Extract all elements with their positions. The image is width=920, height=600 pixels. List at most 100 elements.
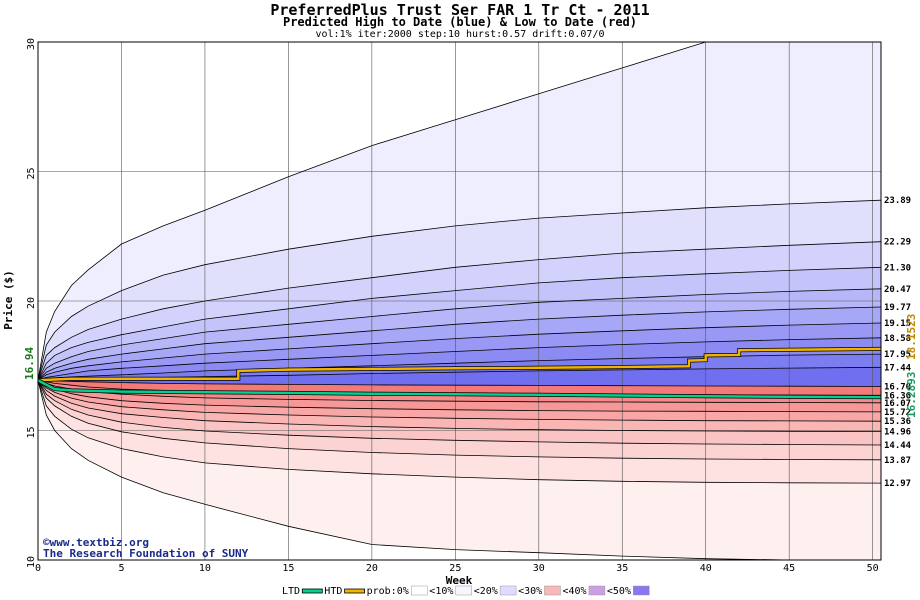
- start-price-label: 16.94: [23, 347, 36, 380]
- band-boundary-line: [37, 380, 881, 561]
- band-boundary-line: [37, 306, 882, 381]
- band-end-label: 17.44: [884, 363, 912, 373]
- legend-color-swatch: [499, 585, 517, 596]
- band-end-label: 15.72: [884, 408, 911, 418]
- x-tick-label: 20: [366, 563, 378, 574]
- x-tick-label: 45: [783, 563, 795, 574]
- high-band-fill: [38, 42, 881, 381]
- band-end-label: 19.77: [884, 303, 911, 313]
- y-axis-label: Price ($): [2, 270, 15, 330]
- band-end-label: 16.70: [884, 382, 911, 392]
- legend-line-swatch: [301, 588, 323, 594]
- ltd-final-label: 16.2893: [905, 372, 918, 418]
- band-boundary-line: [37, 41, 881, 381]
- band-boundary-line: [37, 322, 882, 381]
- y-tick-label: 30: [26, 38, 37, 50]
- x-tick-label: 30: [533, 563, 545, 574]
- band-end-label: 12.97: [884, 479, 911, 489]
- high-band-fill: [38, 288, 881, 381]
- y-tick-label: 10: [26, 556, 37, 568]
- htd-series-line: [37, 347, 882, 382]
- x-tick-label: 5: [118, 563, 124, 574]
- legend-color-swatch: [411, 585, 428, 596]
- x-tick-label: 40: [700, 563, 712, 574]
- x-tick-label: 35: [616, 563, 628, 574]
- low-band-fill: [38, 380, 881, 432]
- high-band-fill: [38, 241, 881, 381]
- chart-subtitle: Predicted High to Date (blue) & Low to D…: [283, 15, 637, 29]
- legend-label: <40%: [563, 586, 587, 597]
- high-band-fill: [38, 267, 881, 381]
- y-tick-labels: 10 15 20 25 30: [26, 38, 37, 568]
- low-band-fill: [38, 380, 881, 460]
- band-end-label: 21.30: [884, 263, 911, 273]
- x-tick-label: 25: [449, 563, 461, 574]
- legend-label: <50%: [607, 586, 631, 597]
- chart-params: vol:1% iter:2000 step:10 hurst:0.57 drif…: [316, 29, 605, 40]
- band-boundary-line: [37, 199, 882, 381]
- y-tick-label: 20: [26, 297, 37, 309]
- band-fills: [38, 42, 881, 560]
- band-boundary-line: [37, 380, 882, 484]
- legend-label: <10%: [429, 586, 453, 597]
- series-lines: [37, 346, 882, 400]
- low-band-fill: [38, 380, 881, 484]
- y-tick-label: 25: [26, 167, 37, 179]
- band-boundary-line: [37, 337, 882, 381]
- band-boundary-line: [37, 380, 882, 461]
- band-end-label: 17.95: [884, 350, 911, 360]
- band-boundary-line: [37, 288, 882, 381]
- legend: LTD HTD prob:0% <10% <20% <30% <40% <50%: [282, 585, 650, 597]
- x-tick-label: 50: [867, 563, 879, 574]
- band-end-label: 18.58: [884, 334, 911, 344]
- credit-site: ©www.textbiz.org: [43, 536, 149, 549]
- band-end-label: 22.29: [884, 238, 911, 248]
- band-boundary-line: [37, 241, 882, 381]
- legend-color-swatch: [544, 585, 561, 596]
- high-band-fill: [38, 337, 881, 381]
- band-boundary-line: [37, 380, 882, 446]
- legend-color-swatch: [588, 585, 606, 596]
- band-boundary-line: [37, 379, 882, 404]
- legend-color-swatch: [633, 585, 650, 596]
- credit-org: The Research Foundation of SUNY: [43, 547, 249, 560]
- band-end-label: 23.89: [884, 196, 911, 206]
- band-end-label: 15.36: [884, 417, 911, 427]
- ltd-series-line: [37, 379, 882, 399]
- band-end-label: 19.15: [884, 319, 911, 329]
- band-boundary-line: [37, 380, 882, 432]
- high-band-fill: [38, 323, 881, 381]
- x-tick-label: 0: [35, 563, 41, 574]
- htd-final-label: 18.1523: [905, 314, 918, 360]
- band-boundary-line: [37, 266, 882, 381]
- low-band-fill: [38, 380, 881, 445]
- low-band-fill: [38, 380, 881, 422]
- band-boundary-line: [37, 380, 882, 422]
- band-end-label: 14.96: [884, 428, 911, 438]
- x-axis-label: Week: [446, 574, 473, 587]
- band-end-label: 14.44: [884, 441, 912, 451]
- legend-line-swatch: [344, 588, 366, 594]
- legend-label: <30%: [518, 586, 542, 597]
- high-band-fill: [38, 307, 881, 381]
- legend-color-swatch: [455, 585, 472, 596]
- legend-label: HTD: [324, 586, 342, 597]
- band-end-label: 16.07: [884, 399, 911, 409]
- band-end-label: 16.36: [884, 391, 911, 401]
- high-band-fill: [38, 367, 881, 387]
- chart-title: PreferredPlus Trust Ser FAR 1 Tr Ct - 20…: [270, 1, 649, 19]
- legend-label: LTD: [282, 586, 300, 597]
- high-band-fill: [38, 200, 881, 381]
- plot-frame: [37, 41, 882, 561]
- band-end-labels: 23.89 22.29 21.30 20.47 19.77 19.15 18.58 17.95…: [884, 196, 912, 489]
- band-end-label: 13.87: [884, 456, 911, 466]
- low-band-fill: [38, 380, 881, 560]
- legend-label: <20%: [474, 586, 498, 597]
- x-tick-label: 15: [282, 563, 294, 574]
- y-tick-label: 15: [26, 426, 37, 438]
- x-tick-labels: 0 5 10 15 20 25 30 35 40 45 50: [35, 563, 879, 574]
- legend-label: prob:0%: [367, 586, 409, 597]
- band-end-label: 20.47: [884, 285, 911, 295]
- low-band-fill: [38, 380, 881, 412]
